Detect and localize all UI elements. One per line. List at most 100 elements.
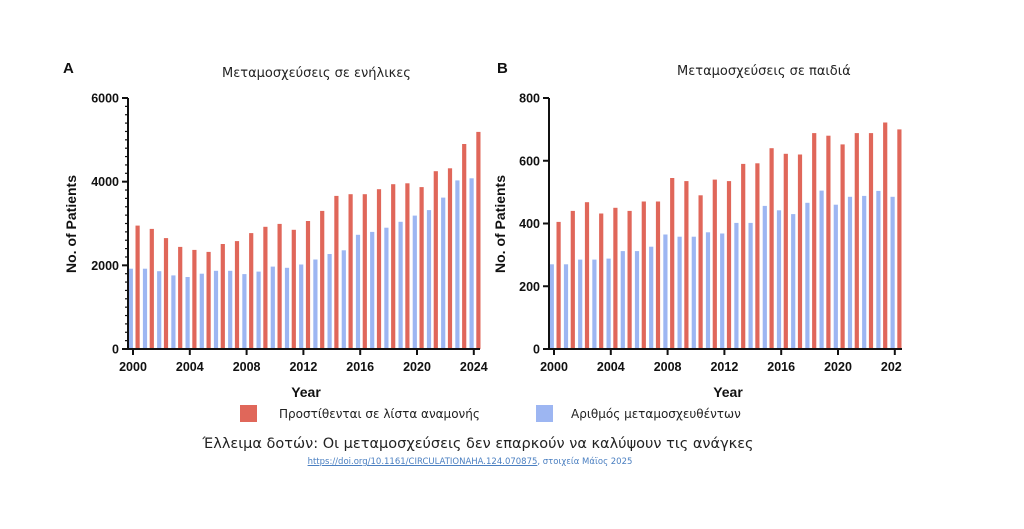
bar-waitlist-2011 [291, 229, 296, 349]
legend-transplanted: Αριθμός μεταμοσχευθέντων [536, 405, 741, 422]
bar-waitlist-2005 [627, 210, 632, 349]
bar-waitlist-2019 [405, 183, 410, 349]
y-axis-title: No. of Patients [492, 175, 508, 273]
bar-waitlist-2022 [447, 168, 453, 349]
x-tick-label: 2016 [346, 360, 374, 374]
bar-waitlist-2024 [897, 129, 902, 349]
bar-waitlist-2002 [584, 202, 590, 349]
bar-waitlist-2023 [462, 144, 467, 349]
bar-waitlist-2014 [334, 195, 339, 349]
bar-transplanted-2024 [890, 196, 895, 349]
y-tick-label: 600 [519, 154, 540, 168]
x-tick-label: 2024 [460, 360, 488, 374]
bar-waitlist-2004 [192, 249, 197, 349]
x-tick-label: 2000 [540, 360, 568, 374]
bar-waitlist-2003 [178, 246, 183, 349]
panel-a-letter: A [63, 60, 74, 77]
chart-b-title: Μεταμοσχεύσεις σε παιδιά [677, 64, 851, 79]
bar-transplanted-2001 [563, 264, 569, 349]
y-tick-label: 4000 [91, 175, 119, 189]
bar-transplanted-2003 [592, 259, 597, 349]
x-tick-label: 2008 [233, 360, 261, 374]
bar-waitlist-2000 [135, 225, 140, 349]
bar-waitlist-2024 [476, 131, 481, 349]
legend-waitlist: Προστίθενται σε λίστα αναμονής [240, 405, 480, 422]
bar-waitlist-2023 [883, 122, 888, 349]
bar-transplanted-2022 [441, 197, 446, 349]
bar-transplanted-2012 [720, 233, 725, 349]
y-tick-label: 2000 [91, 259, 119, 273]
bar-transplanted-2009 [256, 271, 261, 349]
y-tick-label: 0 [533, 343, 540, 357]
bar-transplanted-2004 [185, 277, 190, 349]
bar-transplanted-2007 [228, 270, 233, 349]
bar-waitlist-2013 [741, 163, 746, 349]
y-tick-label: 400 [519, 217, 540, 231]
bar-transplanted-2000 [549, 264, 554, 349]
bar-waitlist-2016 [783, 153, 788, 349]
bar-waitlist-2007 [655, 201, 661, 349]
bar-transplanted-2023 [876, 190, 881, 349]
bar-transplanted-2011 [705, 232, 711, 349]
bar-waitlist-2015 [769, 148, 774, 349]
bar-transplanted-2003 [171, 275, 176, 349]
x-tick-label: 2024 [881, 360, 902, 374]
y-tick-label: 200 [519, 280, 540, 294]
bar-transplanted-2020 [833, 204, 838, 349]
bar-transplanted-2018 [384, 227, 389, 349]
footer-title: Έλλειμα δοτών: Οι μεταμοσχεύσεις δεν επα… [202, 436, 754, 452]
bar-transplanted-2013 [313, 259, 318, 349]
x-tick-label: 2012 [289, 360, 317, 374]
bar-waitlist-2008 [249, 233, 254, 349]
x-tick-label: 2020 [824, 360, 852, 374]
bar-transplanted-2000 [128, 268, 133, 349]
bar-waitlist-2015 [348, 194, 353, 349]
bar-transplanted-2019 [819, 190, 824, 349]
bar-waitlist-2003 [599, 213, 604, 349]
x-tick-label: 2004 [597, 360, 625, 374]
bar-waitlist-2020 [419, 187, 424, 349]
footer-source: https://doi.org/10.1161/CIRCULATIONAHA.1… [0, 457, 940, 467]
chart-b-children: 0 200 400 600 800 2000 2004 2008 2012 2016 2020 202… [492, 92, 902, 400]
y-tick-label: 0 [112, 343, 119, 357]
bar-transplanted-2014 [748, 222, 753, 349]
bar-waitlist-2021 [433, 171, 438, 349]
legend-label-waitlist: Προστίθενται σε λίστα αναμονής [279, 406, 480, 421]
bar-transplanted-2015 [762, 205, 767, 349]
bar-waitlist-2001 [149, 228, 154, 349]
legend-label-transplanted: Αριθμός μεταμοσχευθέντων [571, 406, 741, 421]
bar-transplanted-2012 [299, 264, 304, 349]
bar-waitlist-2012 [726, 181, 732, 349]
bar-waitlist-2004 [613, 207, 618, 349]
bar-transplanted-2013 [734, 222, 739, 349]
x-tick-label: 2016 [767, 360, 795, 374]
x-tick-label: 2012 [710, 360, 738, 374]
bar-waitlist-2010 [698, 195, 703, 349]
x-tick-label: 2008 [654, 360, 682, 374]
bar-transplanted-2005 [620, 251, 625, 349]
y-tick-label: 6000 [91, 92, 119, 106]
bar-transplanted-2009 [677, 236, 682, 349]
bar-transplanted-2010 [270, 266, 275, 349]
doi-link[interactable]: https://doi.org/10.1161/CIRCULATIONAHA.1… [307, 457, 538, 467]
bar-transplanted-2020 [412, 215, 417, 349]
bar-waitlist-2006 [220, 244, 225, 349]
bar-waitlist-2018 [812, 133, 817, 349]
bar-transplanted-2005 [199, 273, 204, 349]
bar-waitlist-2014 [755, 163, 760, 349]
bar-waitlist-2001 [570, 210, 575, 349]
x-tick-label: 2004 [176, 360, 204, 374]
x-tick-label: 2020 [403, 360, 431, 374]
bar-transplanted-2021 [847, 196, 853, 349]
x-axis-title: Year [713, 384, 743, 400]
bar-transplanted-2016 [355, 234, 361, 349]
bar-transplanted-2010 [691, 236, 696, 349]
panel-b-letter: B [497, 60, 508, 77]
bar-transplanted-2015 [341, 250, 346, 349]
bar-transplanted-2008 [663, 234, 668, 349]
y-tick-label: 800 [519, 92, 540, 106]
bar-transplanted-2004 [606, 258, 611, 349]
bar-waitlist-2019 [826, 135, 831, 349]
bar-transplanted-2002 [157, 271, 162, 349]
